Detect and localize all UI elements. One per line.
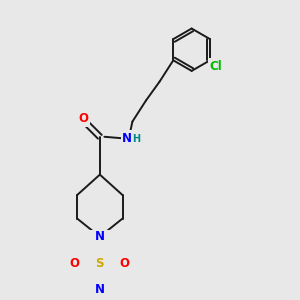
Text: O: O [70,257,80,270]
Text: S: S [96,257,104,270]
Text: H: H [132,134,140,144]
Text: O: O [120,257,130,270]
Text: Cl: Cl [210,60,222,73]
Text: N: N [95,283,105,296]
Text: N: N [95,230,105,243]
Text: O: O [78,112,88,125]
Text: N: N [122,132,132,145]
